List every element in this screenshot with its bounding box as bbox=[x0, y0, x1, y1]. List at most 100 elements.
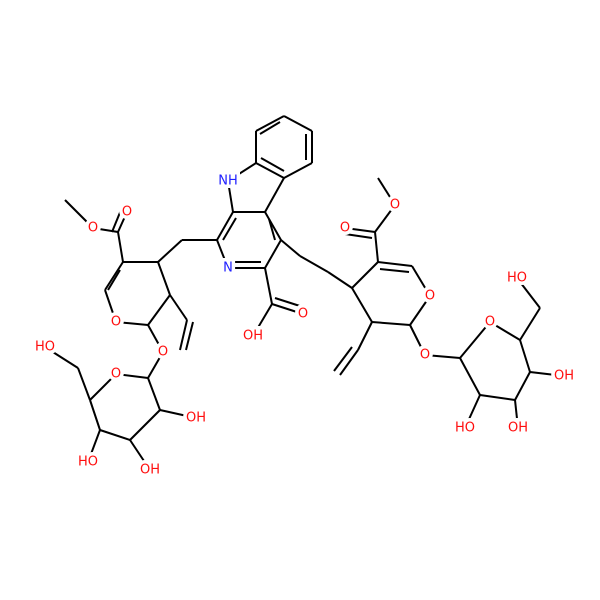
bond bbox=[357, 321, 373, 351]
bond bbox=[274, 297, 304, 308]
atom-label: HO bbox=[455, 421, 475, 436]
bond bbox=[409, 295, 431, 326]
atom-label: O bbox=[485, 315, 495, 330]
bond bbox=[514, 371, 531, 401]
bond bbox=[64, 199, 94, 229]
bond bbox=[374, 204, 396, 233]
bond bbox=[92, 227, 119, 233]
bond bbox=[519, 339, 531, 373]
bond bbox=[227, 180, 234, 213]
bond bbox=[327, 271, 353, 289]
bond bbox=[169, 294, 188, 321]
bond bbox=[351, 287, 373, 323]
bond bbox=[268, 218, 276, 241]
atom-label: O bbox=[298, 307, 308, 322]
bond bbox=[377, 261, 413, 267]
atom-label: O bbox=[390, 198, 400, 213]
bond bbox=[222, 217, 237, 241]
bond bbox=[117, 211, 128, 233]
bond bbox=[519, 307, 541, 341]
atom-label: O bbox=[111, 367, 121, 382]
bond bbox=[87, 429, 101, 463]
atom-label: HO bbox=[35, 340, 55, 355]
bond bbox=[147, 324, 164, 353]
bond bbox=[411, 265, 431, 297]
atom-label: N bbox=[223, 261, 233, 276]
bond bbox=[409, 324, 426, 356]
atom-label: O bbox=[88, 221, 98, 236]
bond bbox=[371, 321, 411, 326]
bond bbox=[107, 269, 121, 291]
atom-label: O bbox=[122, 205, 132, 220]
atom-label: O bbox=[420, 348, 430, 363]
bond bbox=[117, 231, 124, 263]
bond bbox=[216, 211, 234, 241]
bond bbox=[264, 211, 282, 241]
bond bbox=[260, 157, 285, 172]
bond bbox=[185, 321, 194, 351]
bond bbox=[529, 371, 565, 377]
bond bbox=[179, 319, 188, 351]
bond bbox=[99, 429, 131, 441]
bond bbox=[489, 321, 521, 341]
bond bbox=[464, 394, 481, 429]
bond bbox=[227, 162, 257, 182]
bond bbox=[514, 399, 519, 429]
bond bbox=[157, 261, 171, 296]
bond bbox=[44, 346, 79, 369]
bond bbox=[479, 394, 516, 401]
bond bbox=[111, 209, 122, 233]
bond bbox=[89, 399, 101, 431]
bond bbox=[344, 227, 376, 233]
atom-label: OH bbox=[554, 369, 574, 384]
atom-label: HO bbox=[78, 455, 98, 470]
bond bbox=[104, 261, 124, 291]
bond bbox=[344, 233, 373, 239]
bonds bbox=[44, 115, 565, 471]
bond bbox=[129, 439, 151, 471]
bond bbox=[339, 349, 359, 376]
bond bbox=[264, 239, 282, 269]
atom-label: OH bbox=[186, 411, 206, 426]
bond bbox=[115, 321, 149, 326]
bond bbox=[255, 115, 285, 132]
bond bbox=[216, 239, 229, 269]
bond bbox=[424, 354, 461, 359]
atom-label: O bbox=[340, 221, 350, 236]
bond bbox=[104, 289, 117, 323]
atom-labels: NH N O O O O O HO OH HO OH OH O O O O O … bbox=[31, 170, 577, 481]
bond bbox=[283, 162, 313, 179]
bond bbox=[255, 162, 285, 179]
atom-label: NH bbox=[218, 174, 238, 189]
bond bbox=[516, 277, 541, 309]
bond bbox=[89, 373, 117, 401]
bond bbox=[147, 377, 161, 411]
bond bbox=[259, 121, 281, 135]
bond bbox=[115, 373, 149, 379]
bond bbox=[264, 177, 285, 213]
bond bbox=[280, 239, 301, 257]
bond bbox=[264, 267, 273, 305]
bond bbox=[159, 409, 197, 419]
bond bbox=[147, 351, 164, 379]
atom-label: OH bbox=[140, 463, 160, 478]
atom-label: OH bbox=[508, 421, 528, 436]
bond bbox=[252, 303, 273, 337]
bond bbox=[377, 177, 396, 206]
bond bbox=[333, 346, 353, 372]
atom-label: HO bbox=[507, 271, 527, 286]
bond bbox=[459, 357, 481, 396]
bond bbox=[129, 409, 161, 441]
bond bbox=[77, 367, 91, 401]
atom-label: O bbox=[111, 315, 121, 330]
bond bbox=[299, 255, 329, 273]
bond bbox=[374, 231, 379, 263]
bond bbox=[157, 239, 183, 263]
bond bbox=[379, 268, 410, 273]
bond bbox=[147, 294, 171, 326]
bond bbox=[351, 261, 379, 289]
bond bbox=[459, 321, 491, 359]
bond bbox=[271, 303, 304, 315]
atom-label: OH bbox=[243, 329, 263, 344]
